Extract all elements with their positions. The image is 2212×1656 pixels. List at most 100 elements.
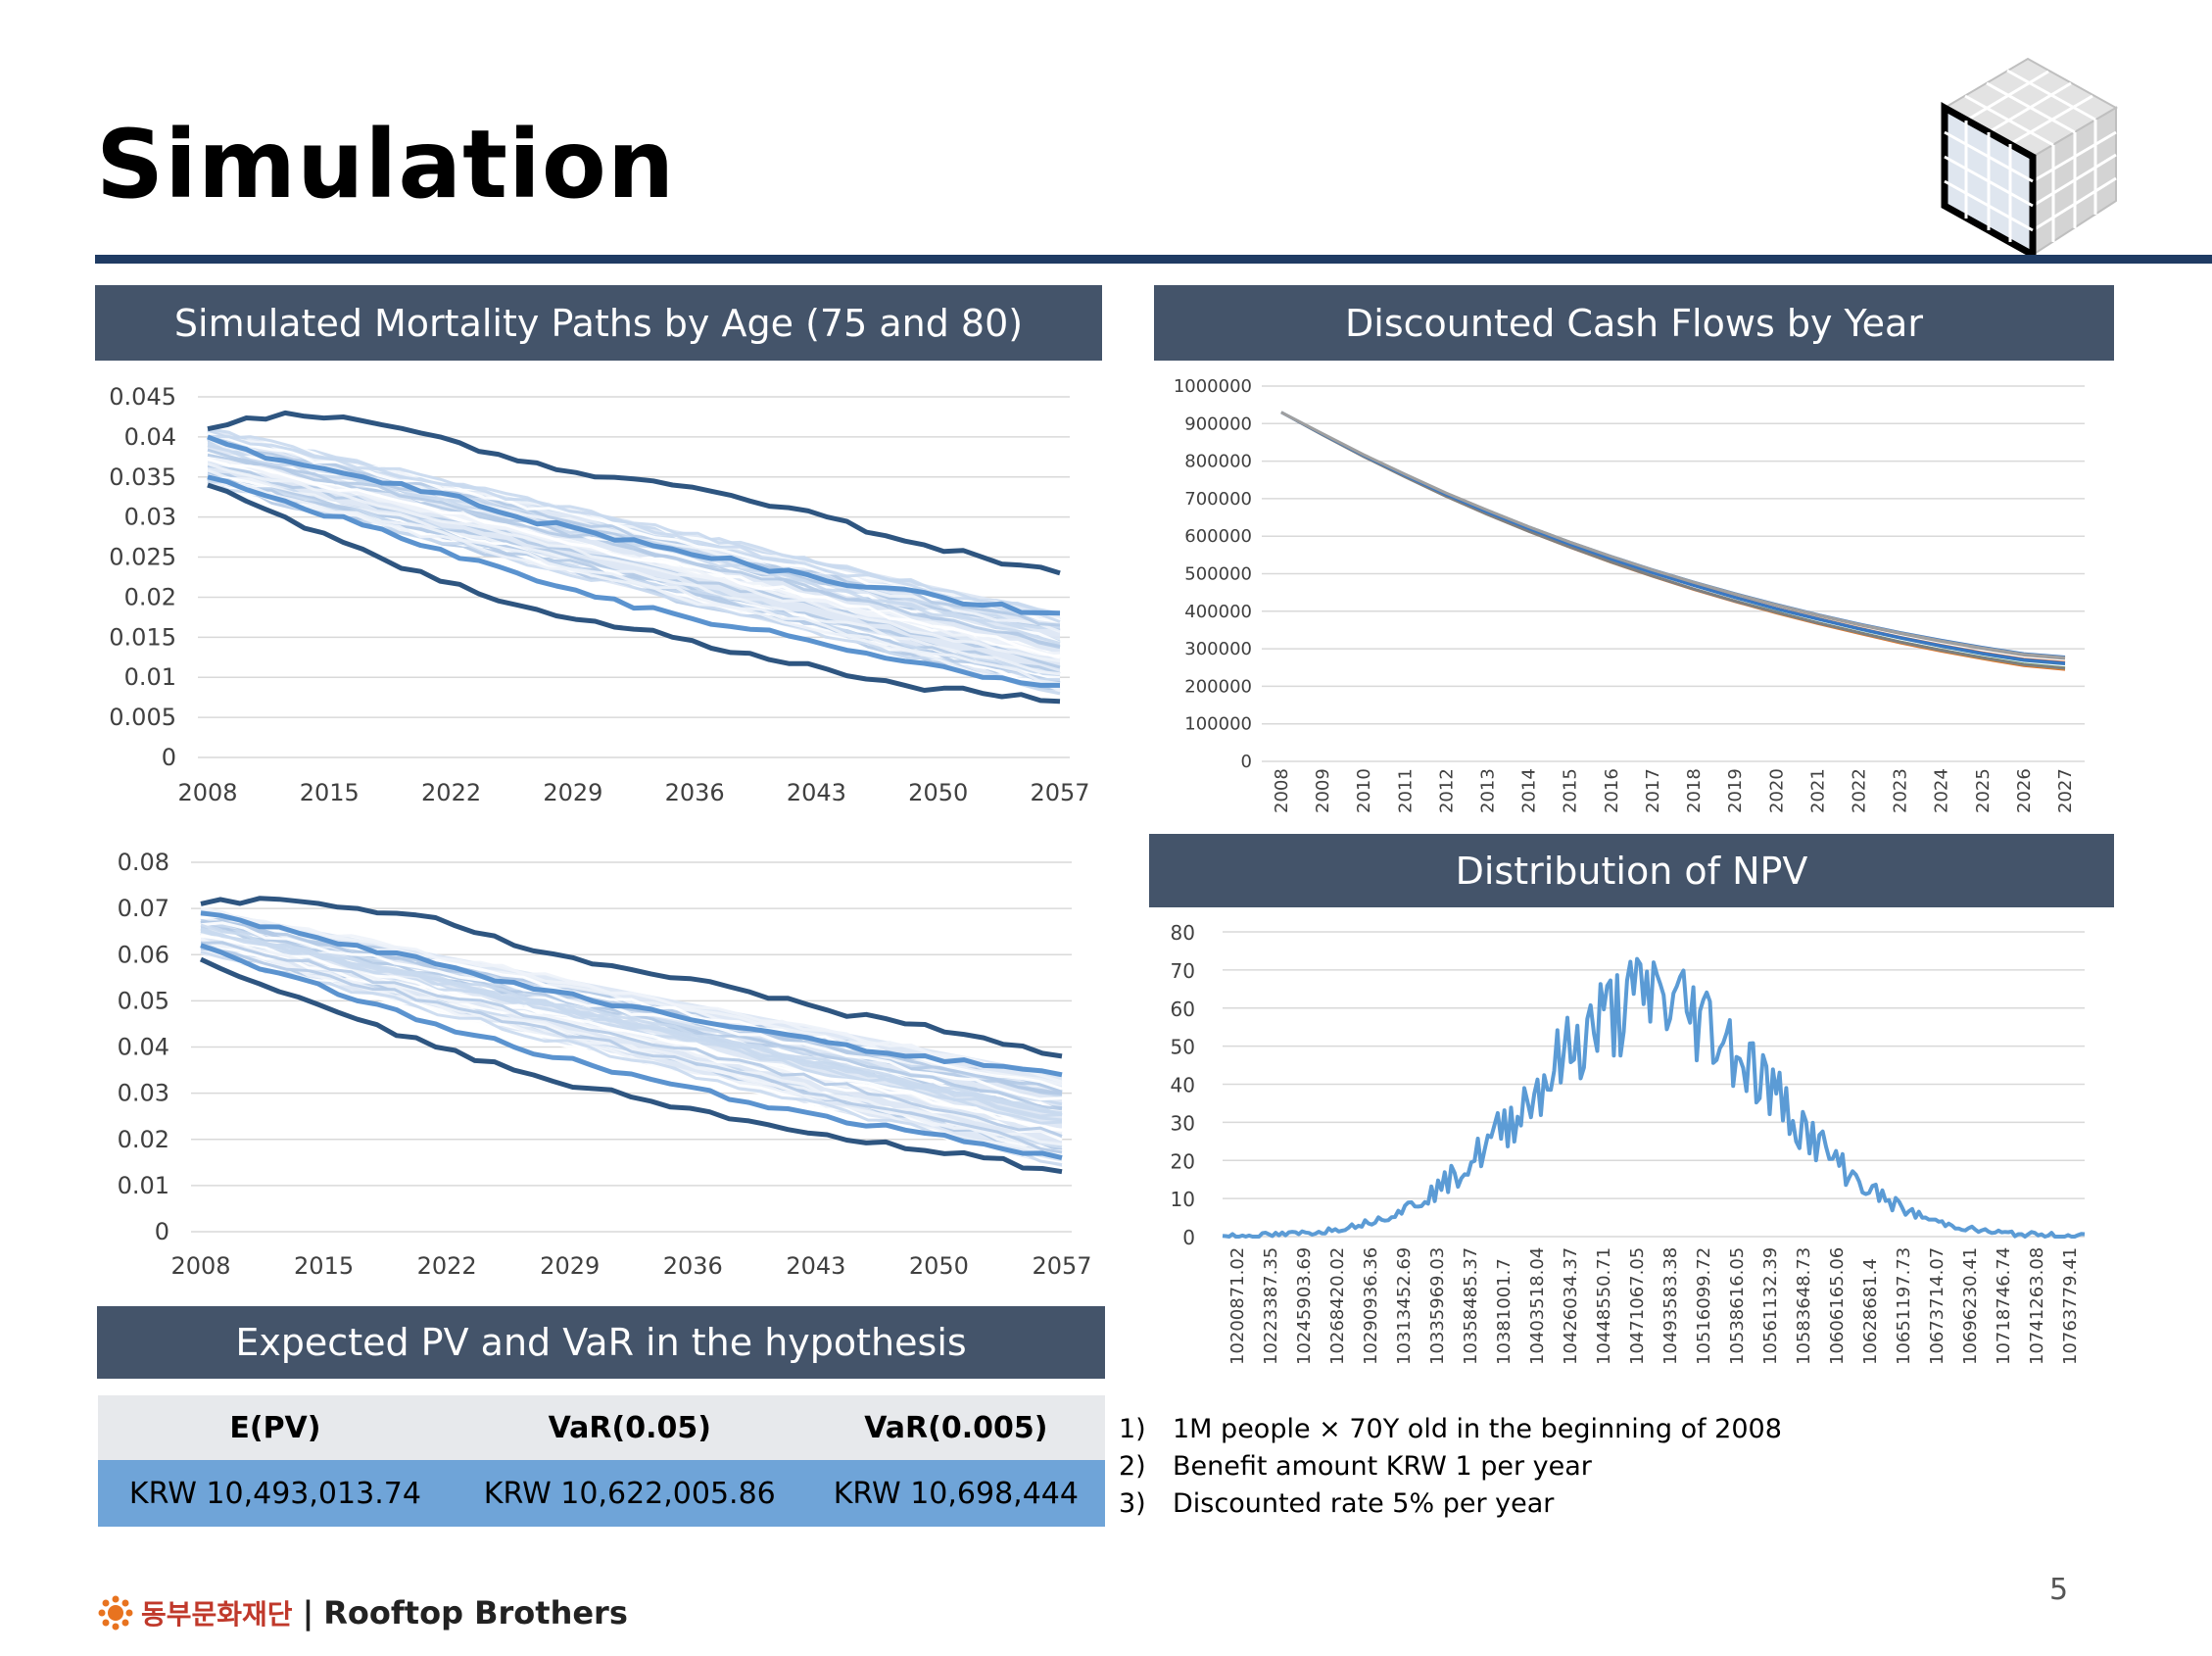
assumption-notes: 1) 1M people × 70Y old in the beginning o…	[1119, 1411, 1782, 1523]
x-tick-label: 10763779.41	[2060, 1247, 2081, 1365]
x-tick-label: 10696230.41	[1960, 1247, 1981, 1365]
simulated-path	[207, 463, 1061, 663]
y-tick-label: 100000	[1184, 714, 1252, 735]
y-tick-label: 0.04	[118, 1034, 169, 1061]
y-tick-label: 0.04	[124, 423, 176, 451]
x-tick-label: 2027	[2055, 768, 2076, 813]
simulated-path	[207, 473, 1061, 686]
x-tick-label: 10223387.35	[1261, 1247, 1281, 1365]
y-tick-label: 0.06	[118, 941, 169, 968]
x-tick-label: 2015	[300, 779, 360, 806]
y-tick-label: 800000	[1184, 452, 1252, 472]
highlight-path	[207, 434, 1061, 616]
x-tick-label: 10651197.73	[1894, 1247, 1914, 1365]
x-tick-label: 10245903.69	[1294, 1247, 1315, 1365]
page-title: Simulation	[96, 110, 676, 219]
cashflow-series-line	[1280, 411, 2066, 659]
simulated-path	[207, 458, 1061, 659]
x-tick-label: 2036	[665, 779, 725, 806]
x-tick-label: 10673714.07	[1927, 1247, 1948, 1365]
highlight-path	[207, 474, 1060, 688]
note-item: 2) Benefit amount KRW 1 per year	[1119, 1448, 1782, 1486]
y-tick-label: 600000	[1184, 526, 1252, 547]
x-tick-label: 2022	[417, 1252, 477, 1280]
cashflow-series-line	[1280, 411, 2066, 664]
x-tick-label: 10268420.02	[1327, 1247, 1348, 1365]
mortality-age80-chart: 0 0.01 0.02 0.03 0.04 0.05 0.06 0.07 0.08 2008 201…	[118, 849, 1092, 1280]
y-tick-label: 50	[1171, 1036, 1195, 1059]
footer-separator: |	[302, 1594, 314, 1632]
x-tick-label: 2009	[1313, 768, 1333, 813]
simulated-path	[207, 448, 1061, 650]
y-tick-label: 200000	[1184, 676, 1252, 697]
x-tick-label: 2024	[1932, 768, 1952, 813]
cashflow-series-line	[1280, 411, 2066, 665]
value-epv: KRW 10,493,013.74	[98, 1460, 453, 1527]
highlight-path	[200, 943, 1063, 1161]
y-tick-label: 300000	[1184, 639, 1252, 659]
x-tick-label: 2029	[543, 779, 602, 806]
x-tick-label: 2050	[909, 1252, 969, 1280]
x-tick-label: 2015	[1561, 768, 1581, 813]
x-tick-label: 10313452.69	[1394, 1247, 1415, 1365]
x-tick-label: 2017	[1643, 768, 1663, 813]
simulated-path	[200, 929, 1063, 1117]
x-tick-label: 10741263.08	[2027, 1247, 2047, 1365]
col-header-epv: E(PV)	[98, 1395, 453, 1460]
y-tick-label: 0.005	[109, 704, 176, 731]
cashflow-series-line	[1280, 411, 2066, 659]
y-tick-label: 0.02	[124, 583, 176, 610]
simulated-path	[200, 947, 1063, 1154]
x-tick-label: 10290936.36	[1361, 1247, 1381, 1365]
x-tick-label: 10358485.37	[1461, 1247, 1481, 1365]
x-tick-label: 10538616.05	[1727, 1247, 1748, 1365]
footer: 동부문화재단 | Rooftop Brothers	[98, 1593, 628, 1632]
x-tick-label: 2010	[1354, 768, 1374, 813]
cashflow-series-line	[1280, 411, 2066, 669]
y-tick-label: 70	[1171, 959, 1195, 983]
x-tick-label: 2029	[540, 1252, 600, 1280]
simulated-path	[207, 444, 1061, 645]
simulated-path	[200, 945, 1063, 1146]
simulated-path	[207, 434, 1061, 623]
y-tick-label: 700000	[1184, 489, 1252, 510]
page-number: 5	[2049, 1573, 2069, 1607]
x-tick-label: 2008	[170, 1252, 230, 1280]
x-tick-label: 10335969.03	[1427, 1247, 1448, 1365]
x-tick-label: 10471067.05	[1627, 1247, 1648, 1365]
x-tick-label: 10426034.37	[1561, 1247, 1581, 1365]
note-text: Benefit amount KRW 1 per year	[1173, 1451, 1592, 1482]
y-tick-label: 0	[1241, 752, 1252, 772]
note-text: Discounted rate 5% per year	[1173, 1488, 1555, 1519]
cashflow-series-line	[1280, 411, 2066, 670]
highlight-path	[200, 896, 1063, 1059]
x-tick-label: 10200871.02	[1227, 1247, 1248, 1365]
x-tick-label: 2036	[663, 1252, 723, 1280]
x-tick-label: 2008	[177, 779, 237, 806]
pv-var-header: Expected PV and VaR in the hypothesis	[97, 1306, 1105, 1379]
x-tick-label: 10448550.71	[1594, 1247, 1614, 1365]
y-tick-label: 80	[1171, 921, 1195, 945]
cashflow-series-line	[1280, 411, 2066, 671]
x-tick-label: 2012	[1436, 768, 1457, 813]
x-tick-label: 2050	[908, 779, 968, 806]
x-tick-label: 10606165.06	[1827, 1247, 1848, 1365]
y-tick-label: 0.02	[118, 1126, 169, 1153]
y-tick-label: 10	[1171, 1188, 1195, 1211]
y-tick-label: 0	[162, 744, 176, 771]
simulated-path	[200, 941, 1063, 1138]
y-tick-label: 0.03	[124, 504, 176, 531]
x-tick-label: 2057	[1032, 1252, 1091, 1280]
x-tick-label: 2008	[1272, 768, 1292, 813]
y-tick-label: 20	[1171, 1149, 1195, 1173]
highlight-path	[207, 410, 1061, 576]
footer-org: 동부문화재단	[141, 1598, 293, 1631]
x-tick-label: 2023	[1891, 768, 1911, 813]
x-tick-label: 2011	[1395, 768, 1416, 813]
y-tick-label: 0.05	[118, 987, 169, 1014]
cashflow-series-line	[1280, 411, 2066, 658]
x-tick-label: 2025	[1973, 768, 1994, 813]
y-tick-label: 0	[155, 1218, 169, 1245]
simulated-path	[200, 921, 1063, 1101]
simulated-path	[200, 906, 1063, 1078]
